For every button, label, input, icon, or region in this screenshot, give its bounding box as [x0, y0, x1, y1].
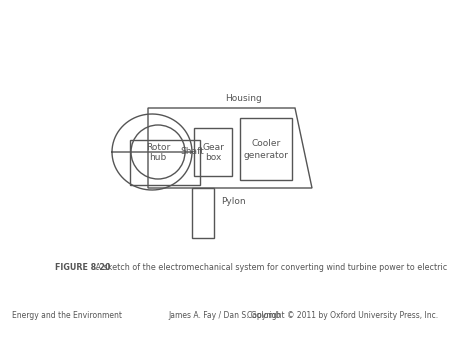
- Text: Rotor: Rotor: [146, 143, 170, 151]
- Text: box: box: [205, 153, 221, 163]
- Text: Energy and the Environment: Energy and the Environment: [12, 312, 122, 320]
- Text: A sketch of the electromechanical system for converting wind turbine power to el: A sketch of the electromechanical system…: [93, 263, 450, 272]
- Text: Pylon: Pylon: [221, 197, 246, 207]
- Bar: [130, 140, 200, 185]
- Bar: [240, 118, 292, 180]
- Text: generator: generator: [243, 150, 288, 160]
- Text: Copyright © 2011 by Oxford University Press, Inc.: Copyright © 2011 by Oxford University Pr…: [247, 312, 438, 320]
- Bar: [192, 188, 214, 238]
- Bar: [194, 128, 232, 176]
- Text: Housing: Housing: [225, 94, 261, 103]
- Text: Gear: Gear: [202, 143, 224, 151]
- Text: Shaft: Shaft: [180, 147, 204, 156]
- Text: James A. Fay / Dan S. Golomb: James A. Fay / Dan S. Golomb: [169, 312, 281, 320]
- Text: hub: hub: [149, 153, 166, 163]
- Text: FIGURE 8.20: FIGURE 8.20: [55, 263, 111, 272]
- Text: Cooler: Cooler: [252, 140, 281, 148]
